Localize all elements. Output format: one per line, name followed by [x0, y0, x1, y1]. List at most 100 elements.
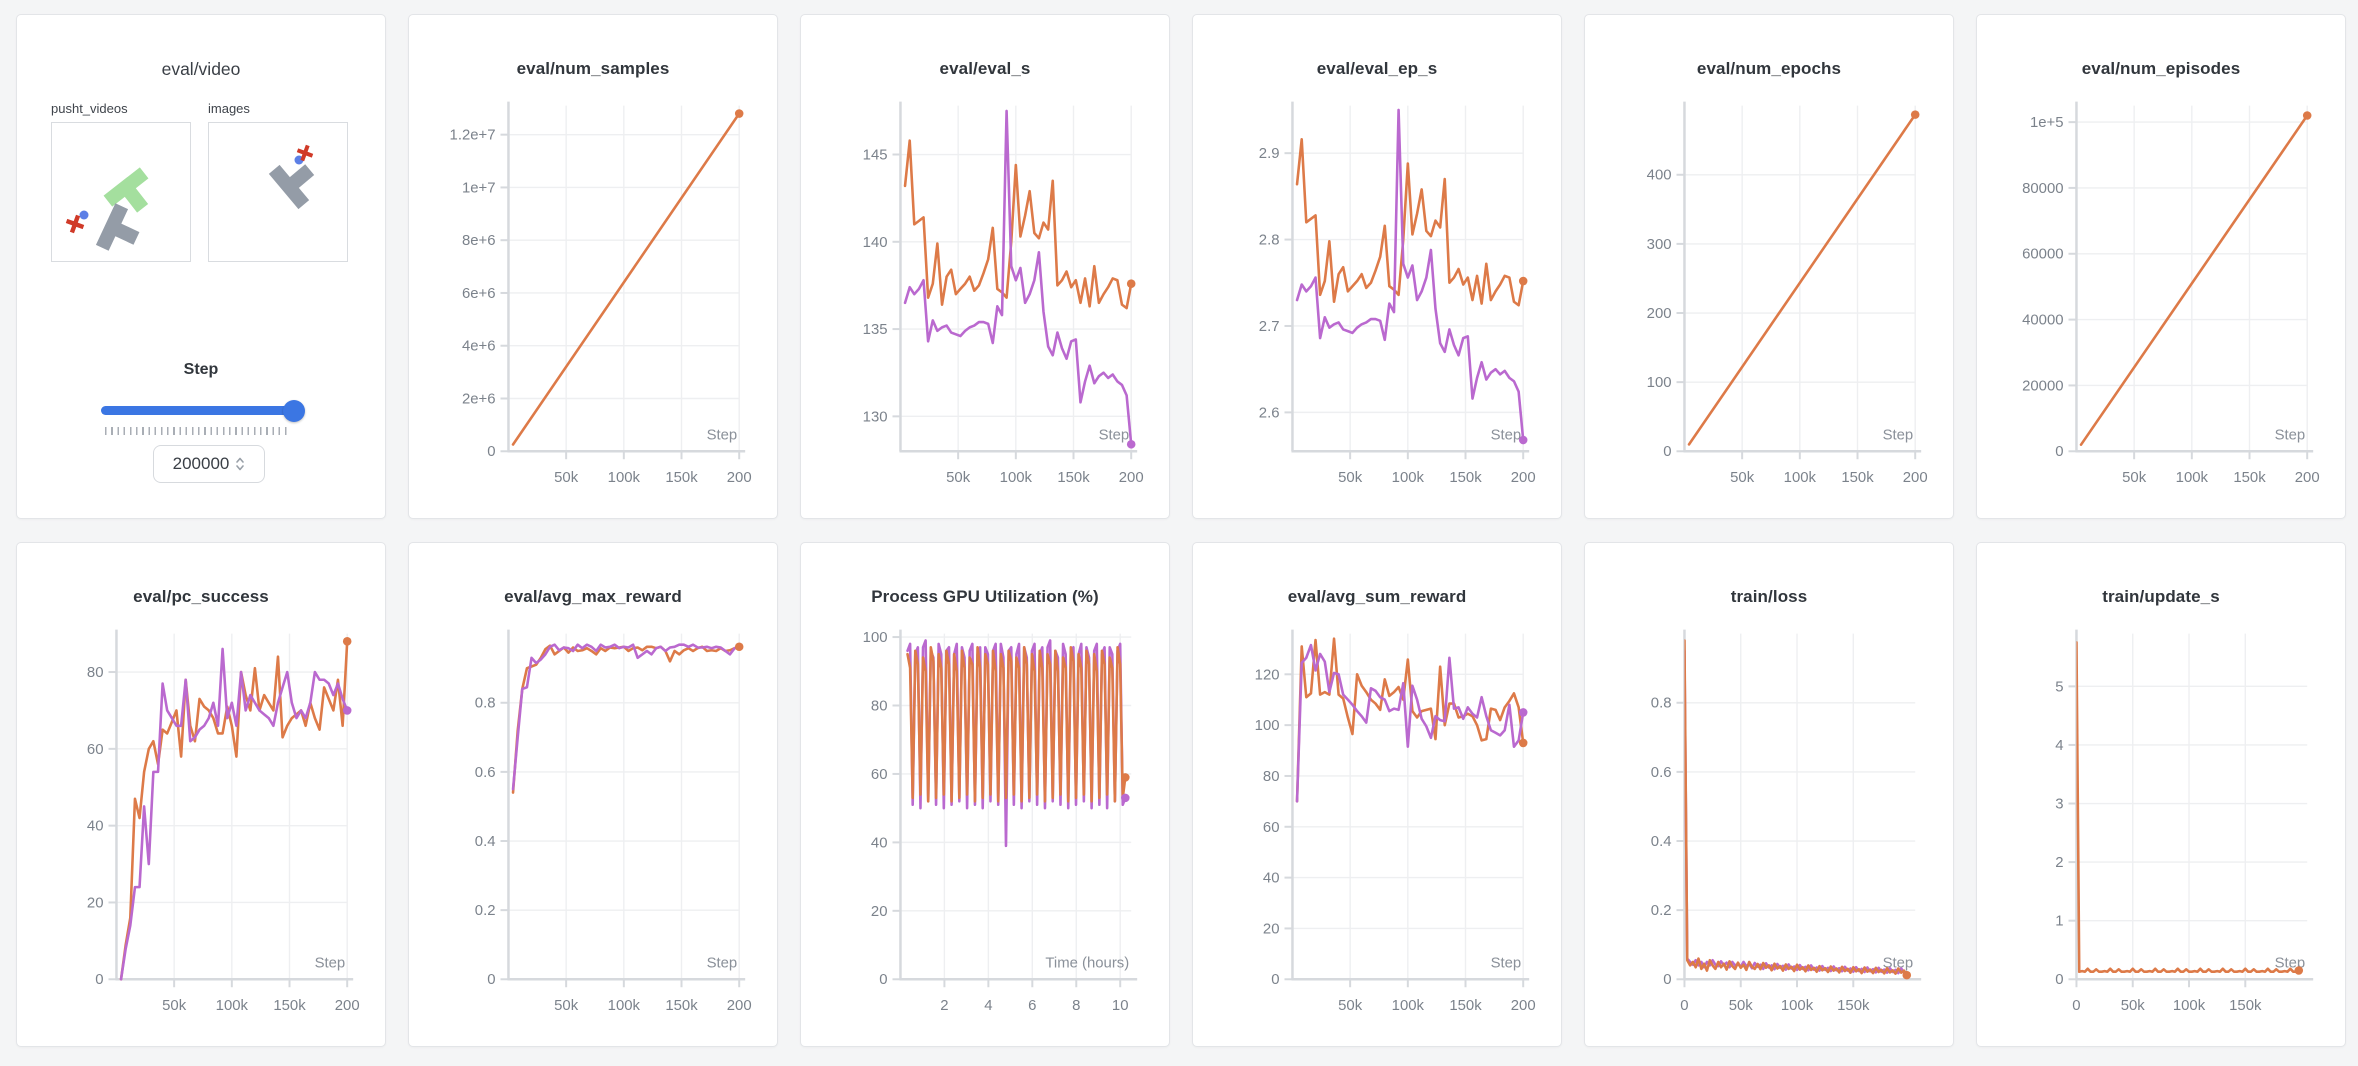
svg-text:8e+6: 8e+6	[462, 232, 496, 249]
svg-text:130: 130	[863, 408, 888, 425]
pusht-goal-t-shape	[103, 167, 149, 213]
chart-title: eval/eval_ep_s	[1316, 59, 1438, 78]
svg-text:50k: 50k	[1338, 997, 1363, 1014]
panel-train-update-s: train/update_s 0 1 2 3 4 5 0 50k 100k 150k Step	[1976, 542, 2346, 1047]
chart-title: train/update_s	[2102, 587, 2220, 606]
svg-text:0: 0	[2055, 971, 2063, 988]
svg-text:Step: Step	[707, 426, 738, 443]
svg-text:150k: 150k	[1449, 997, 1482, 1014]
svg-text:Step: Step	[1099, 426, 1130, 443]
stepper-arrows-icon[interactable]	[235, 455, 245, 473]
chart-title: train/loss	[1730, 587, 1808, 606]
panel-eval-num-episodes: eval/num_episodes 0 20000 40000 60000 80000 1…	[1976, 14, 2346, 519]
svg-text:100: 100	[1255, 717, 1280, 734]
chart-title: eval/eval_s	[939, 59, 1031, 78]
svg-text:200: 200	[727, 469, 752, 486]
media-thumbnails: pusht_videos images	[51, 101, 349, 262]
svg-text:80: 80	[1263, 768, 1280, 785]
svg-text:4e+6: 4e+6	[462, 338, 496, 355]
chart-title: eval/num_episodes	[2081, 59, 2241, 78]
svg-text:150k: 150k	[665, 997, 698, 1014]
svg-text:4: 4	[2055, 737, 2063, 754]
svg-text:0.8: 0.8	[1651, 695, 1672, 712]
images-thumbnail[interactable]	[208, 122, 348, 262]
svg-text:100: 100	[863, 629, 888, 646]
svg-text:20: 20	[1263, 920, 1280, 937]
svg-text:200: 200	[1903, 469, 1928, 486]
svg-text:0: 0	[487, 443, 495, 460]
svg-text:1.2e+7: 1.2e+7	[450, 127, 496, 144]
thumb-pusht-videos: pusht_videos	[51, 101, 192, 262]
svg-text:0.4: 0.4	[1651, 833, 1672, 850]
panel-eval-avg-max-reward: eval/avg_max_reward 0 0.2 0.4 0.6 0.8 50k 100k…	[408, 542, 778, 1047]
svg-text:0: 0	[1663, 443, 1671, 460]
svg-text:50k: 50k	[2121, 997, 2146, 1014]
svg-text:2e+6: 2e+6	[462, 390, 496, 407]
chart-eval-pc-success[interactable]: 0 20 40 60 80 50k 100k 150k 200 Step	[17, 543, 385, 1046]
svg-text:150k: 150k	[2229, 997, 2262, 1014]
chart-eval-num-episodes[interactable]: 0 20000 40000 60000 80000 1e+5 50k 100k 150k 200 S…	[1977, 15, 2345, 518]
svg-text:145: 145	[863, 146, 888, 163]
slider-ruler	[105, 427, 291, 435]
svg-text:2.9: 2.9	[1259, 145, 1280, 162]
panel-eval-eval-s: eval/eval_s 130 135 140 145 50k 100k 150k 200 St…	[800, 14, 1170, 519]
panel-train-loss: train/loss 0 0.2 0.4 0.6 0.8 0 50k 100k 150k Step	[1584, 542, 1954, 1047]
svg-text:Step: Step	[2275, 426, 2306, 443]
svg-text:20: 20	[87, 894, 104, 911]
panel-eval-eval-ep-s: eval/eval_ep_s 2.6 2.7 2.8 2.9 50k 100k 150k 20…	[1192, 14, 1562, 519]
chart-title: eval/num_samples	[516, 59, 670, 78]
svg-text:80000: 80000	[2022, 180, 2063, 197]
svg-text:0: 0	[95, 971, 103, 988]
chart-eval-avg-sum-reward[interactable]: 0 20 40 60 80 100 120 50k 100k 150k 200 Step	[1193, 543, 1561, 1046]
svg-text:100k: 100k	[1000, 469, 1033, 486]
svg-text:50k: 50k	[554, 997, 579, 1014]
svg-text:135: 135	[863, 321, 888, 338]
svg-text:0: 0	[1663, 971, 1671, 988]
svg-text:0: 0	[2055, 443, 2063, 460]
svg-text:2.8: 2.8	[1259, 232, 1280, 249]
svg-text:Step: Step	[315, 954, 346, 971]
panel-eval-video: eval/video pusht_videos images	[16, 14, 386, 519]
svg-text:50k: 50k	[1730, 469, 1755, 486]
chart-eval-num-samples[interactable]: 0 2e+6 4e+6 6e+6 8e+6 1e+7 1.2e+7 50k 100k 150k 20…	[409, 15, 777, 518]
svg-text:100: 100	[1647, 374, 1672, 391]
chart-eval-avg-max-reward[interactable]: 0 0.2 0.4 0.6 0.8 50k 100k 150k 200 Step	[409, 543, 777, 1046]
svg-text:50k: 50k	[554, 469, 579, 486]
pusht-target-cross	[65, 214, 85, 234]
svg-text:Time (hours): Time (hours)	[1045, 954, 1129, 971]
chart-title: Process GPU Utilization (%)	[871, 587, 1099, 606]
svg-text:3: 3	[2055, 795, 2063, 812]
svg-text:150k: 150k	[1449, 469, 1482, 486]
svg-text:Step: Step	[1883, 426, 1914, 443]
svg-text:200: 200	[335, 997, 360, 1014]
chart-process-gpu-utilization[interactable]: 0 20 40 60 80 100 2 4 6 8 10 Time (hours)	[801, 543, 1169, 1046]
svg-text:150k: 150k	[1057, 469, 1090, 486]
chart-eval-eval-s[interactable]: 130 135 140 145 50k 100k 150k 200 Step	[801, 15, 1169, 518]
pusht-agent-dot	[79, 210, 89, 220]
pusht-videos-thumbnail[interactable]	[51, 122, 191, 262]
panel-process-gpu-utilization: Process GPU Utilization (%) 0 20 40 60 80 100…	[800, 542, 1170, 1047]
svg-text:0.2: 0.2	[475, 902, 496, 919]
step-input-value: 200000	[172, 454, 230, 473]
svg-text:0: 0	[2072, 997, 2080, 1014]
svg-text:50k: 50k	[162, 997, 187, 1014]
chart-eval-eval-ep-s[interactable]: 2.6 2.7 2.8 2.9 50k 100k 150k 200 Step	[1193, 15, 1561, 518]
svg-text:0.8: 0.8	[475, 695, 496, 712]
slider-track[interactable]	[101, 406, 301, 415]
step-slider[interactable]	[101, 395, 305, 425]
step-input[interactable]: 200000	[153, 445, 265, 483]
chart-eval-num-epochs[interactable]: 0 100 200 300 400 50k 100k 150k 200 Step	[1585, 15, 1953, 518]
svg-text:100k: 100k	[608, 997, 641, 1014]
slider-handle[interactable]	[283, 399, 305, 422]
svg-text:8: 8	[1072, 997, 1080, 1014]
svg-text:0: 0	[1271, 971, 1279, 988]
svg-text:2.7: 2.7	[1259, 318, 1280, 335]
pusht-video-frame	[65, 167, 149, 251]
svg-text:0.4: 0.4	[475, 833, 496, 850]
svg-text:50k: 50k	[1338, 469, 1363, 486]
images-frame	[268, 144, 315, 210]
svg-text:150k: 150k	[665, 469, 698, 486]
